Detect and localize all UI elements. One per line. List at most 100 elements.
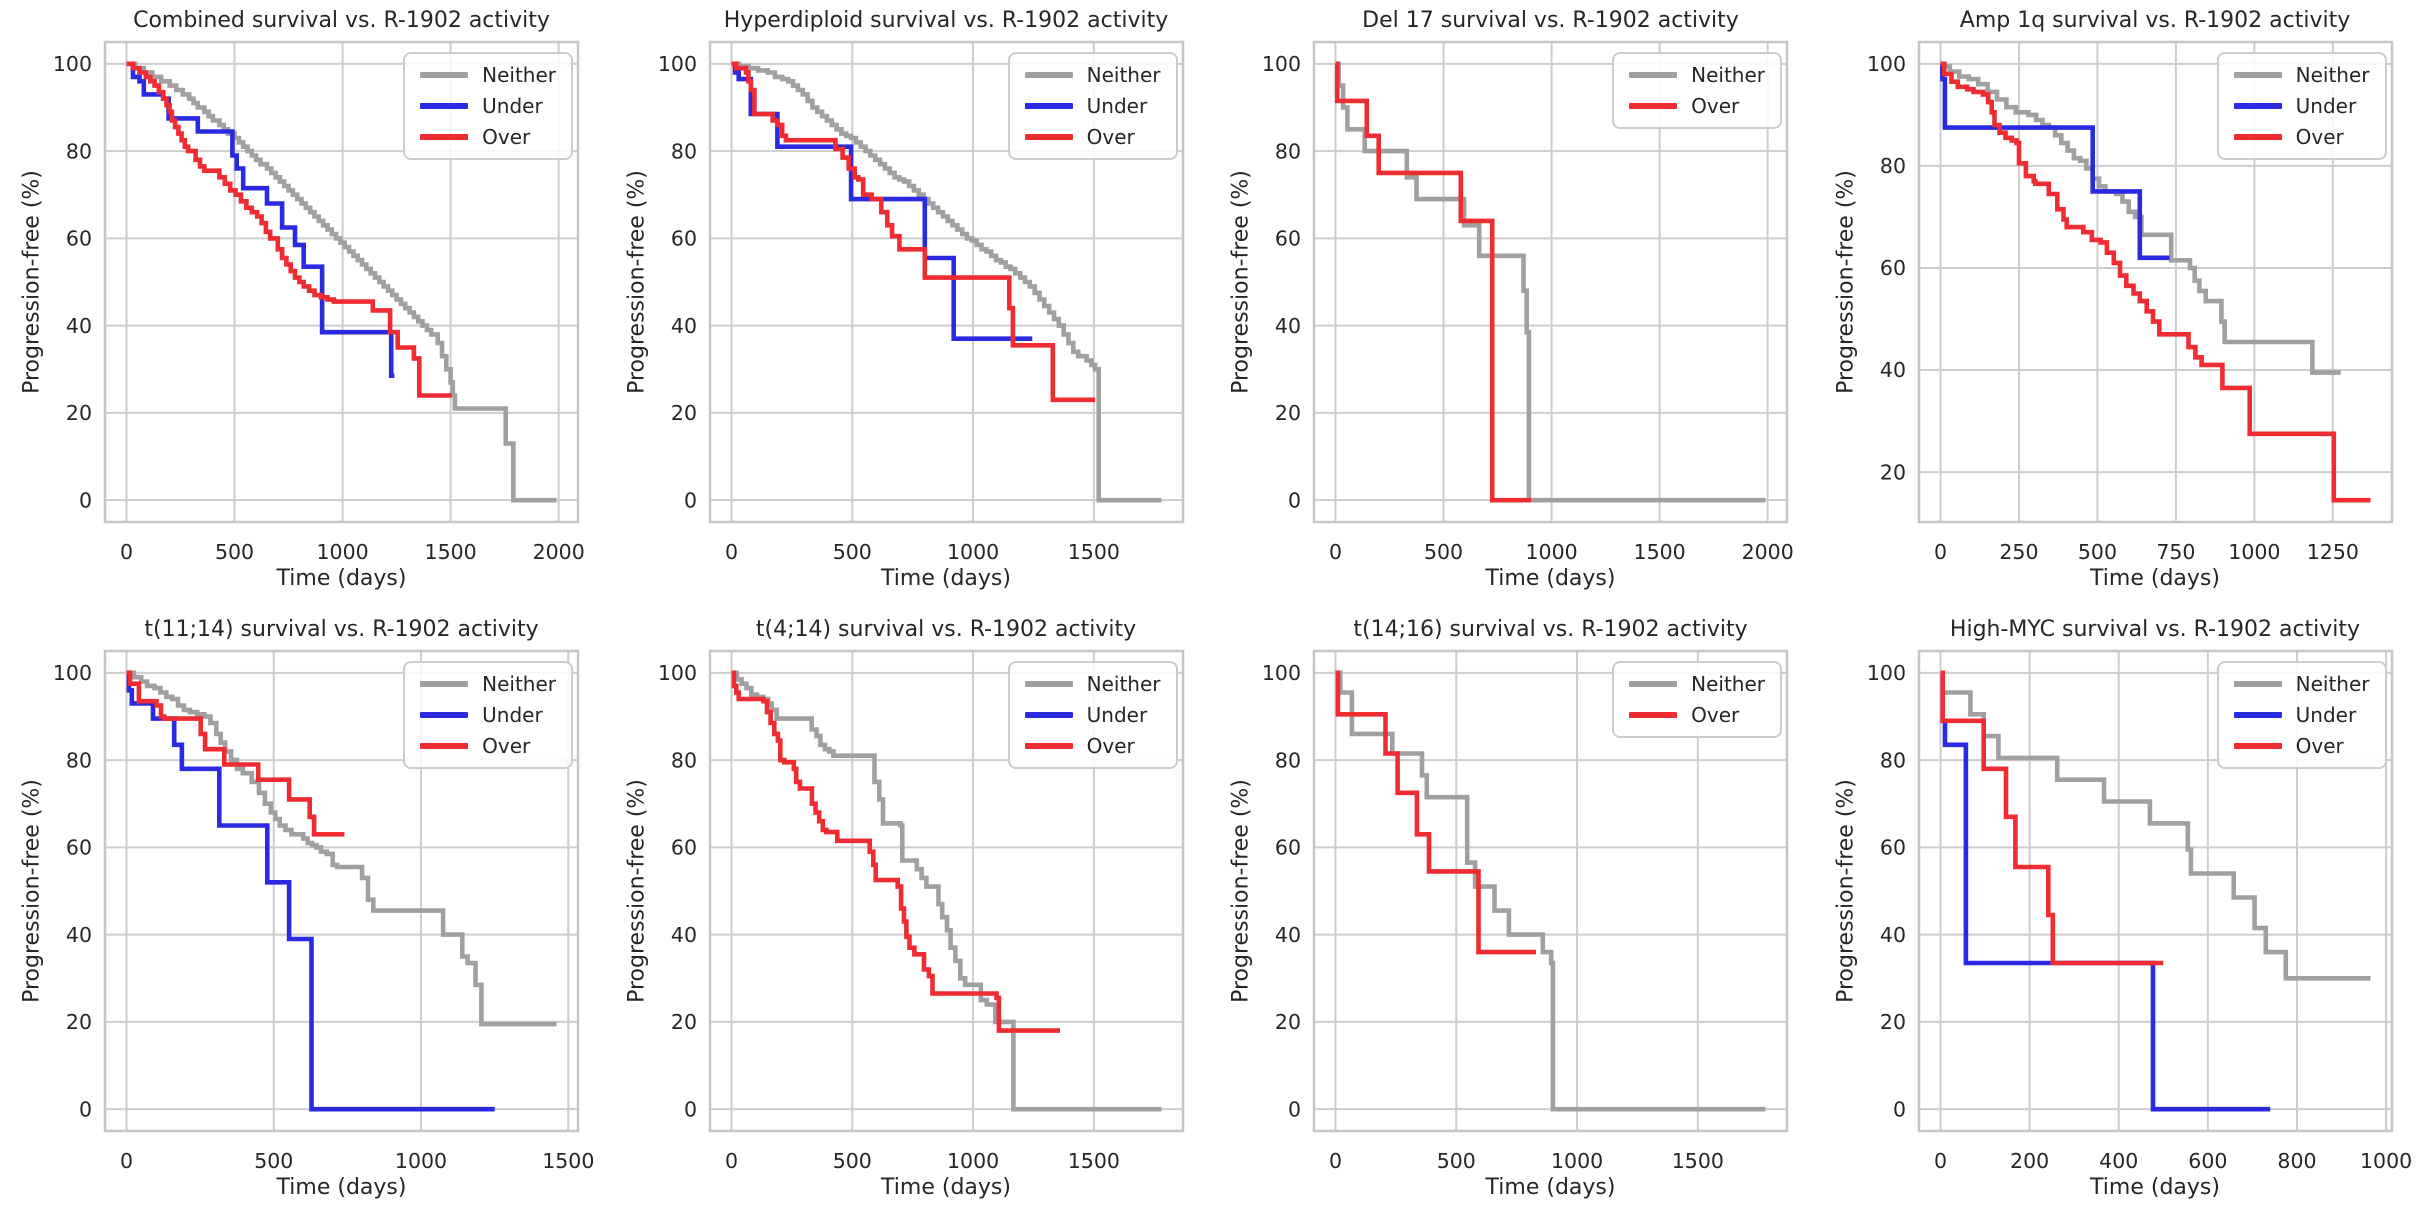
legend-swatch-under-line	[2233, 712, 2282, 718]
y-tick-label: 60	[670, 227, 696, 251]
y-axis-label: Progression-free (%)	[1833, 170, 1858, 394]
subplot-del17: 0 500 1000 1500 2000 0 20 40 60 80 100 Del 17 surv…	[1209, 0, 1813, 609]
chart-title: Combined survival vs. R-1902 activity	[133, 8, 550, 33]
legend-swatch-over-line	[1024, 743, 1073, 749]
subplot-t4-14: 0 500 1000 1500 0 20 40 60 80 100 t(4;14) surviva…	[605, 609, 1209, 1218]
series-line-neither	[126, 61, 557, 503]
x-tick-label: 500	[254, 1149, 293, 1173]
x-tick-label: 2000	[533, 540, 585, 564]
y-tick-label: 40	[1275, 923, 1301, 947]
axes-spines	[708, 40, 1184, 524]
legend-item-over: Over	[1629, 703, 1765, 727]
y-tick-label: 20	[1879, 1010, 1905, 1034]
legend-swatch-neither-line	[1629, 681, 1678, 687]
legend-label: Over	[482, 125, 531, 149]
chart-title: Del 17 survival vs. R-1902 activity	[1362, 8, 1739, 33]
legend-label: Neither	[2295, 63, 2370, 87]
y-tick-label: 100	[657, 661, 696, 685]
legend: Neither Under Over	[403, 52, 573, 160]
y-tick-label: 40	[1879, 358, 1905, 382]
series-line-over	[731, 670, 1060, 1033]
legend-label: Over	[2295, 734, 2344, 758]
legend-swatch-neither-line	[1024, 681, 1073, 687]
legend-swatch-over-line	[1024, 134, 1073, 140]
legend-swatch-neither-line	[1024, 72, 1073, 78]
series-line-over	[1335, 670, 1536, 955]
legend-item-under: Under	[2233, 703, 2370, 727]
x-tick-label: 0	[724, 540, 737, 564]
x-tick-label: 1250	[2306, 540, 2358, 564]
series-line-over	[731, 61, 1095, 403]
y-tick-label: 100	[53, 661, 92, 685]
x-tick-label: 500	[832, 1149, 871, 1173]
series-line-over	[1939, 670, 2163, 966]
plot-canvas: 0 200 400 600 800 1000 0 20 40 60 80 100	[1866, 649, 2412, 1173]
axes-spines	[1917, 649, 2393, 1133]
legend-item-neither: Neither	[420, 672, 556, 696]
legend-swatch-neither-line	[2233, 72, 2282, 78]
legend-item-neither: Neither	[1629, 672, 1765, 696]
x-tick-label: 0	[120, 540, 133, 564]
chart-title: High-MYC survival vs. R-1902 activity	[1949, 617, 2361, 642]
x-tick-label: 1500	[1672, 1149, 1724, 1173]
series-line-neither	[1940, 64, 2341, 375]
legend-swatch-over-line	[420, 134, 469, 140]
legend-label: Neither	[482, 672, 556, 696]
legend-label: Neither	[1691, 672, 1765, 696]
legend-item-neither: Neither	[1024, 672, 1161, 696]
legend-swatch-under-line	[2233, 103, 2282, 109]
legend-label: Over	[2295, 125, 2344, 149]
y-tick-label: 100	[1262, 52, 1301, 76]
x-tick-label: 0	[120, 1149, 133, 1173]
legend-label: Over	[482, 734, 531, 758]
legend-swatch-neither-line	[420, 681, 469, 687]
y-tick-label: 60	[670, 836, 696, 860]
legend-item-over: Over	[420, 125, 556, 149]
chart-title: t(14;16) survival vs. R-1902 activity	[1353, 617, 1748, 642]
x-tick-label: 1000	[2228, 540, 2280, 564]
legend-item-over: Over	[1024, 734, 1161, 758]
legend-swatch-under-line	[1024, 103, 1073, 109]
chart-title: Amp 1q survival vs. R-1902 activity	[1959, 8, 2351, 33]
subplot-hyperdiploid: 0 500 1000 1500 0 20 40 60 80 100 Hyperdiploid su…	[605, 0, 1209, 609]
x-tick-label: 500	[2077, 540, 2116, 564]
x-tick-label: 250	[1999, 540, 2038, 564]
x-axis-label: Time (days)	[276, 566, 407, 591]
legend-label: Neither	[1086, 63, 1161, 87]
subplot-t11-14: 0 500 1000 1500 0 20 40 60 80 100 t(11;14) surviv…	[0, 609, 604, 1218]
y-tick-label: 20	[1275, 401, 1301, 425]
y-axis-label: Progression-free (%)	[1833, 779, 1858, 1003]
legend-item-neither: Neither	[2233, 63, 2370, 87]
y-axis-label: Progression-free (%)	[624, 170, 649, 394]
legend-label: Over	[1691, 94, 1740, 118]
series-line-over	[126, 61, 452, 398]
x-tick-label: 800	[2277, 1149, 2316, 1173]
series-line-over	[1940, 61, 2370, 503]
x-tick-label: 750	[2156, 540, 2195, 564]
y-tick-label: 60	[1879, 836, 1905, 860]
y-tick-label: 60	[1275, 836, 1301, 860]
axes-spines	[708, 649, 1184, 1133]
x-axis-label: Time (days)	[2090, 1175, 2220, 1200]
x-tick-label: 1000	[1525, 540, 1577, 564]
y-tick-label: 80	[66, 139, 92, 163]
y-tick-label: 80	[1275, 748, 1301, 772]
y-tick-label: 100	[1866, 661, 1905, 685]
legend-item-neither: Neither	[1024, 63, 1161, 87]
axes-spines	[103, 40, 580, 524]
legend-swatch-over-line	[2233, 743, 2282, 749]
x-axis-label: Time (days)	[881, 1175, 1011, 1200]
series-line-under	[731, 61, 1032, 341]
y-tick-label: 40	[670, 923, 696, 947]
legend-label: Neither	[482, 63, 556, 87]
y-tick-label: 60	[1275, 227, 1301, 251]
legend-label: Under	[482, 703, 543, 727]
x-tick-label: 0	[1933, 1149, 1946, 1173]
y-tick-label: 100	[1262, 661, 1301, 685]
legend-item-under: Under	[1024, 703, 1161, 727]
legend-swatch-under-line	[1024, 712, 1073, 718]
legend-item-neither: Neither	[2233, 672, 2370, 696]
y-tick-label: 40	[1879, 923, 1905, 947]
y-tick-label: 80	[1275, 139, 1301, 163]
chart-title: t(11;14) survival vs. R-1902 activity	[144, 617, 539, 642]
